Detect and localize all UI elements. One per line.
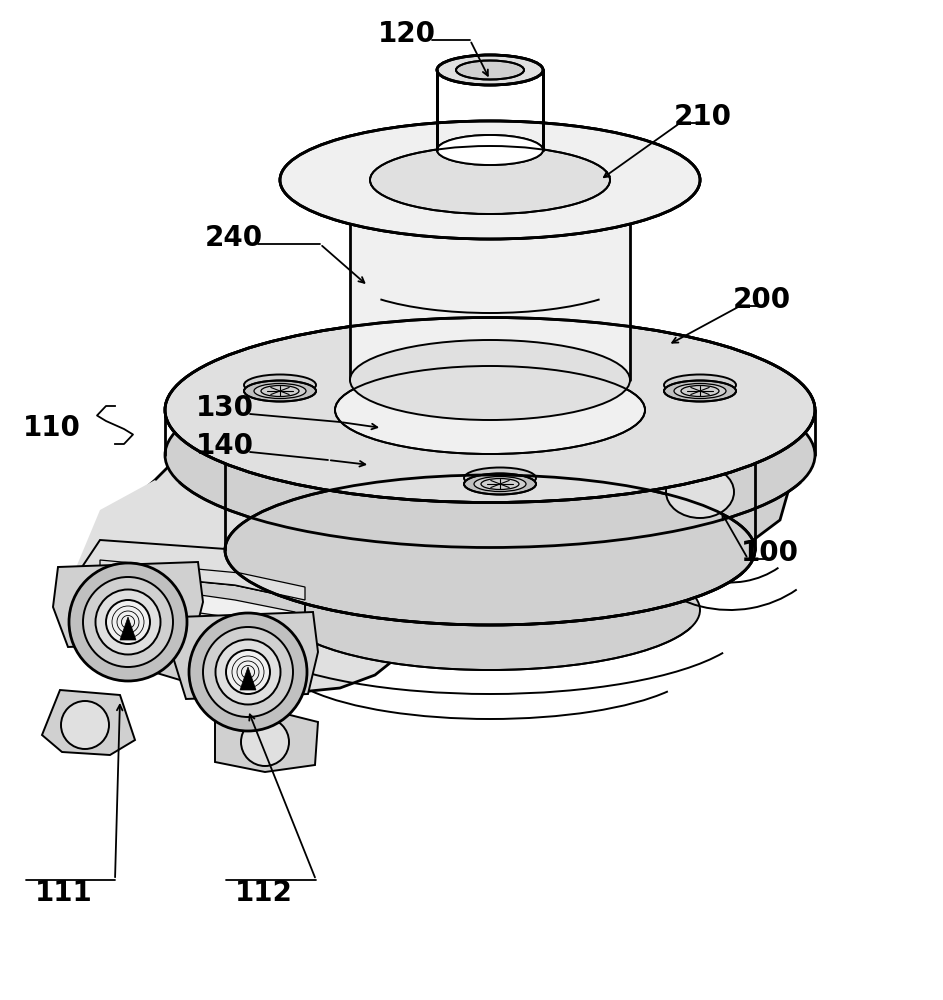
Ellipse shape <box>664 374 736 395</box>
Ellipse shape <box>370 146 610 214</box>
Text: 110: 110 <box>23 414 81 442</box>
Polygon shape <box>600 428 790 580</box>
Polygon shape <box>100 560 305 600</box>
Ellipse shape <box>437 55 543 85</box>
Ellipse shape <box>456 60 524 80</box>
Polygon shape <box>120 617 136 640</box>
Ellipse shape <box>437 135 543 165</box>
Ellipse shape <box>226 650 270 694</box>
Polygon shape <box>75 480 300 682</box>
Ellipse shape <box>674 383 726 398</box>
Ellipse shape <box>280 121 700 239</box>
Polygon shape <box>80 570 305 695</box>
Ellipse shape <box>225 475 755 625</box>
Ellipse shape <box>189 613 307 731</box>
Text: 140: 140 <box>196 432 254 460</box>
Ellipse shape <box>664 380 736 401</box>
Ellipse shape <box>165 318 815 502</box>
Text: 200: 200 <box>733 286 791 314</box>
Ellipse shape <box>280 550 700 670</box>
Ellipse shape <box>437 55 543 85</box>
Ellipse shape <box>241 718 289 766</box>
Polygon shape <box>350 180 630 380</box>
Ellipse shape <box>335 366 645 454</box>
Ellipse shape <box>83 577 173 667</box>
Polygon shape <box>240 667 256 690</box>
Polygon shape <box>225 455 755 550</box>
Ellipse shape <box>456 140 524 159</box>
Ellipse shape <box>244 380 316 401</box>
Polygon shape <box>220 420 370 465</box>
Ellipse shape <box>464 474 536 494</box>
Ellipse shape <box>254 383 306 398</box>
Text: 240: 240 <box>205 224 263 252</box>
Ellipse shape <box>165 362 815 548</box>
Polygon shape <box>75 420 430 692</box>
Ellipse shape <box>244 374 316 395</box>
Text: 111: 111 <box>35 879 92 907</box>
Polygon shape <box>42 690 135 755</box>
Text: 210: 210 <box>674 103 732 131</box>
Text: 100: 100 <box>741 539 799 567</box>
Ellipse shape <box>456 60 524 80</box>
Polygon shape <box>80 540 310 600</box>
Text: 130: 130 <box>196 394 254 422</box>
Text: 112: 112 <box>235 879 293 907</box>
Ellipse shape <box>203 627 293 717</box>
Ellipse shape <box>350 340 630 420</box>
Ellipse shape <box>474 477 526 491</box>
Text: 120: 120 <box>378 20 436 48</box>
Polygon shape <box>215 710 318 772</box>
Ellipse shape <box>95 589 160 654</box>
Ellipse shape <box>216 640 280 704</box>
Ellipse shape <box>464 468 536 488</box>
Ellipse shape <box>106 600 150 644</box>
Ellipse shape <box>370 146 610 214</box>
Polygon shape <box>173 612 318 699</box>
Ellipse shape <box>437 135 543 165</box>
Ellipse shape <box>69 563 187 681</box>
Ellipse shape <box>61 701 109 749</box>
Ellipse shape <box>666 466 734 518</box>
Polygon shape <box>130 585 295 630</box>
Ellipse shape <box>280 121 700 239</box>
Polygon shape <box>53 562 203 647</box>
